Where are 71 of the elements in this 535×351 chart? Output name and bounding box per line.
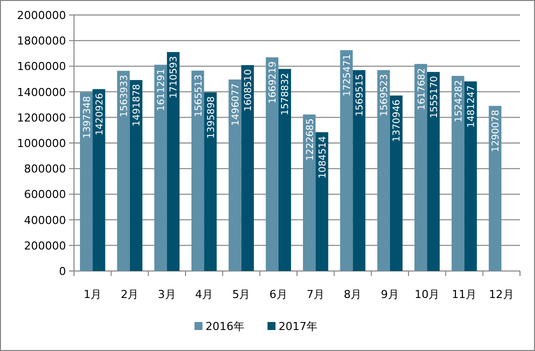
y-tick-label: 600000 xyxy=(24,188,66,202)
bar xyxy=(464,81,477,271)
x-tick-label: 4月 xyxy=(195,288,214,301)
x-tick-label: 12月 xyxy=(488,288,514,301)
y-tick-label: 2000000 xyxy=(17,9,66,22)
data-label: 1481247 xyxy=(466,85,478,128)
x-tick-label: 8月 xyxy=(344,288,362,301)
bar xyxy=(352,70,366,271)
legend-label: 2017年 xyxy=(278,320,318,333)
bar xyxy=(191,70,204,271)
y-tick-label: 1600000 xyxy=(17,60,66,74)
data-label: 1563933 xyxy=(118,74,130,118)
x-tick-label: 3月 xyxy=(158,288,176,301)
bar xyxy=(266,57,278,271)
data-label: 1617682 xyxy=(416,68,428,110)
x-tick-label: 10月 xyxy=(414,288,440,301)
data-label: 1370946 xyxy=(392,100,403,142)
data-label: 1222685 xyxy=(304,118,316,161)
y-tick-label: 1800000 xyxy=(17,34,66,48)
data-label: 1491878 xyxy=(132,84,143,126)
data-label: 1611291 xyxy=(156,68,168,112)
x-tick-label: 11月 xyxy=(452,288,477,301)
data-label: 1608510 xyxy=(243,69,254,112)
legend-label: 2016年 xyxy=(206,320,244,333)
bar xyxy=(488,106,502,271)
data-label: 1397348 xyxy=(82,96,93,138)
bar xyxy=(92,89,106,271)
data-label: 1496077 xyxy=(230,84,242,126)
bar xyxy=(316,132,328,271)
y-tick-label: 400000 xyxy=(24,214,66,227)
y-tick-label: 0 xyxy=(59,265,66,278)
bar xyxy=(377,70,390,271)
x-tick-label: 7月 xyxy=(306,288,325,301)
data-label: 1084514 xyxy=(317,136,328,178)
data-label: 1669219 xyxy=(268,61,279,104)
y-tick-label: 1400000 xyxy=(17,86,66,99)
x-tick-label: 5月 xyxy=(232,288,250,301)
bar xyxy=(130,80,142,271)
data-label: 1569515 xyxy=(354,74,366,116)
data-label: 1420926 xyxy=(94,93,106,136)
bar xyxy=(452,76,464,271)
data-label: 1290078 xyxy=(490,110,502,152)
y-tick-label: 200000 xyxy=(24,239,66,252)
y-tick-label: 800000 xyxy=(24,162,66,176)
x-tick-label: 9月 xyxy=(380,288,399,301)
bar xyxy=(228,80,242,271)
x-tick-label: 6月 xyxy=(269,288,288,301)
bar xyxy=(204,92,217,271)
x-tick-label: 2月 xyxy=(120,288,139,301)
data-label: 1569523 xyxy=(379,74,390,116)
bar xyxy=(427,72,440,271)
bar xyxy=(278,68,292,271)
bar xyxy=(166,52,180,271)
data-label: 1524282 xyxy=(453,80,464,122)
x-tick-label: 1月 xyxy=(84,288,102,301)
bar xyxy=(302,114,316,271)
bar xyxy=(117,70,130,271)
data-label: 1395898 xyxy=(206,96,217,139)
y-tick-label: 1000000 xyxy=(17,137,66,150)
bar xyxy=(80,92,93,271)
bar xyxy=(241,65,254,271)
data-label: 1725471 xyxy=(342,54,353,96)
data-label: 1710593 xyxy=(168,56,180,98)
data-label: 1555170 xyxy=(428,76,440,118)
y-tick-label: 1200000 xyxy=(17,111,66,124)
bar xyxy=(154,64,167,271)
bar xyxy=(414,64,428,271)
data-label: 1578832 xyxy=(280,72,292,116)
bar xyxy=(390,96,403,271)
bar xyxy=(340,50,353,271)
data-label: 1565513 xyxy=(193,74,204,117)
